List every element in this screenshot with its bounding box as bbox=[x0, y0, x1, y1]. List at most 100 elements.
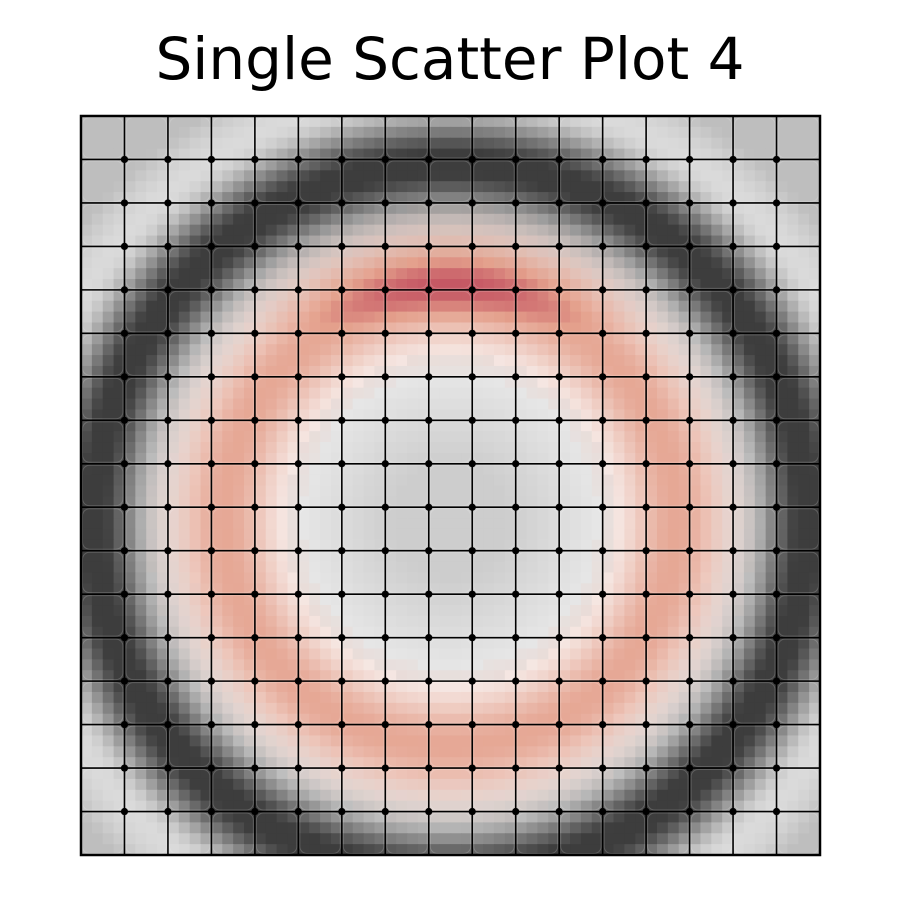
heat-cell bbox=[798, 702, 810, 715]
heat-cell bbox=[776, 300, 788, 313]
heat-cell bbox=[146, 170, 158, 182]
heat-cell bbox=[341, 724, 354, 737]
heat-cell bbox=[146, 615, 158, 628]
heat-cell bbox=[222, 496, 234, 508]
heat-cell bbox=[667, 431, 680, 443]
heat-cell bbox=[667, 572, 680, 584]
heat-cell bbox=[385, 376, 397, 389]
heat-cell bbox=[233, 789, 245, 802]
grid-tile bbox=[212, 725, 254, 768]
heat-cell bbox=[341, 355, 354, 367]
heat-cell bbox=[711, 257, 723, 269]
grid-tile bbox=[690, 725, 733, 768]
heat-cell bbox=[515, 800, 528, 813]
heat-cell bbox=[809, 224, 820, 237]
heat-cell bbox=[548, 594, 560, 606]
heat-cell bbox=[754, 474, 767, 487]
heat-cell bbox=[341, 322, 354, 334]
heat-cell bbox=[265, 268, 278, 280]
heat-cell bbox=[146, 246, 158, 258]
heat-cell bbox=[167, 594, 180, 606]
heat-cell bbox=[167, 615, 180, 628]
heat-cell bbox=[537, 485, 549, 497]
heat-cell bbox=[700, 398, 712, 411]
heat-cell bbox=[320, 691, 332, 704]
heat-cell bbox=[798, 289, 810, 302]
heat-cell bbox=[776, 691, 788, 704]
heat-cell bbox=[493, 355, 506, 367]
heat-cell bbox=[211, 311, 223, 324]
heat-cell bbox=[483, 822, 495, 834]
heat-cell bbox=[591, 116, 604, 128]
heat-cell bbox=[276, 518, 289, 530]
heat-cell bbox=[656, 387, 669, 400]
heat-cell bbox=[189, 365, 202, 378]
heat-cell bbox=[591, 137, 604, 150]
heat-cell bbox=[733, 539, 745, 552]
heat-cell bbox=[733, 246, 745, 258]
heat-cell bbox=[515, 615, 528, 628]
heat-cell bbox=[624, 539, 636, 552]
heat-cell bbox=[787, 594, 799, 606]
heat-cell bbox=[146, 159, 158, 171]
heat-cell bbox=[776, 605, 788, 617]
heat-cell bbox=[624, 702, 636, 715]
heat-cell bbox=[667, 452, 680, 465]
heat-cell bbox=[124, 116, 136, 128]
heat-cell bbox=[722, 507, 734, 519]
heat-cell bbox=[298, 757, 310, 769]
heat-cell bbox=[233, 550, 245, 563]
heat-cell bbox=[396, 507, 408, 519]
heat-cell bbox=[689, 376, 702, 389]
heat-cell bbox=[265, 789, 278, 802]
heat-cell bbox=[570, 648, 582, 660]
heat-cell bbox=[135, 659, 147, 671]
heat-cell bbox=[396, 539, 408, 552]
heat-cell bbox=[743, 572, 756, 584]
heat-cell bbox=[787, 398, 799, 411]
heat-cell bbox=[765, 333, 778, 345]
heat-cell bbox=[559, 474, 571, 487]
heat-cell bbox=[483, 333, 495, 345]
heat-cell bbox=[330, 148, 343, 161]
heat-cell bbox=[450, 159, 462, 171]
heat-cell bbox=[493, 387, 506, 400]
grid-tile bbox=[299, 812, 341, 855]
heat-cell bbox=[461, 202, 473, 215]
heat-cell bbox=[222, 670, 234, 682]
heat-cell bbox=[178, 365, 191, 378]
heat-cell bbox=[787, 442, 799, 454]
heat-cell bbox=[450, 442, 462, 454]
heat-cell bbox=[537, 431, 549, 443]
heat-cell bbox=[483, 170, 495, 182]
heat-cell bbox=[678, 735, 691, 747]
heat-cell bbox=[798, 420, 810, 432]
heat-cell bbox=[591, 365, 604, 378]
heat-cell bbox=[450, 691, 462, 704]
heat-cell bbox=[146, 409, 158, 421]
heat-cell bbox=[450, 474, 462, 487]
heat-cell bbox=[733, 691, 745, 704]
heat-cell bbox=[102, 279, 115, 291]
heat-cell bbox=[309, 659, 321, 671]
heat-cell bbox=[711, 159, 723, 171]
grid-tile bbox=[647, 334, 689, 376]
heat-cell bbox=[656, 670, 669, 682]
heat-cell bbox=[548, 311, 560, 324]
grid-tile bbox=[516, 247, 559, 289]
heat-cell bbox=[613, 789, 625, 802]
heat-cell bbox=[613, 387, 625, 400]
heat-cell bbox=[689, 224, 702, 237]
heat-cell bbox=[559, 800, 571, 813]
heat-cell bbox=[222, 344, 234, 356]
heat-cell bbox=[613, 615, 625, 628]
heat-cell bbox=[374, 485, 386, 497]
chart-title: Single Scatter Plot 4 bbox=[155, 25, 745, 93]
heat-cell bbox=[580, 626, 593, 639]
heat-cell bbox=[722, 528, 734, 541]
heat-cell bbox=[700, 159, 712, 171]
heat-cell bbox=[407, 713, 419, 726]
grid-tile bbox=[777, 682, 820, 724]
heat-cell bbox=[363, 322, 376, 334]
heat-cell bbox=[798, 246, 810, 258]
